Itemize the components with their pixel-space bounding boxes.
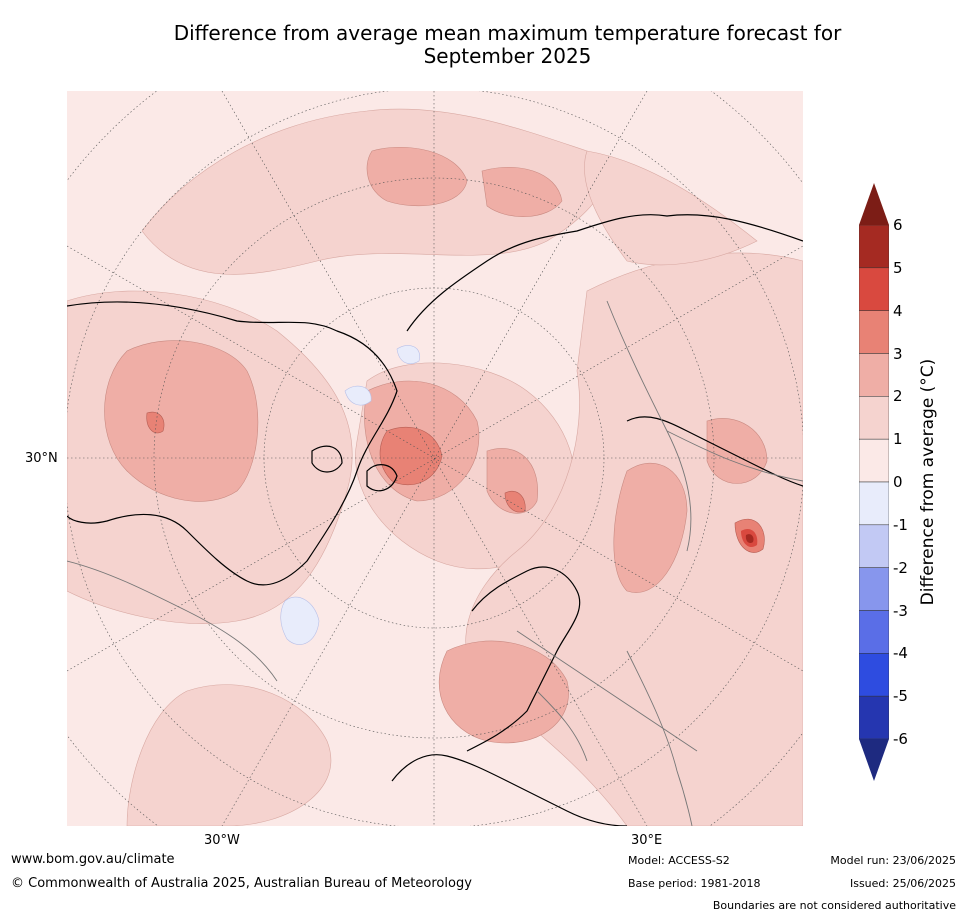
colorbar-band xyxy=(859,567,889,611)
colorbar-under-arrow xyxy=(859,739,889,781)
lat-label-30n: 30°N xyxy=(25,451,58,466)
country-boundaries xyxy=(67,300,803,826)
footer-base-period: Base period: 1981-2018 xyxy=(628,877,761,890)
anomaly-peak xyxy=(741,528,758,548)
anomaly-field-cool xyxy=(280,345,420,645)
colorbar-tick-label: -1 xyxy=(893,515,908,534)
colorbar-band xyxy=(859,438,889,483)
colorbar-tick-label: 5 xyxy=(893,258,903,277)
coastlines xyxy=(67,214,803,826)
footer-issued: Issued: 25/06/2025 xyxy=(849,877,956,890)
colorbar-tick-label: -6 xyxy=(893,730,908,748)
title-line-2: September 2025 xyxy=(423,44,592,68)
colorbar-over-arrow xyxy=(859,183,889,225)
footer-model-run: Model run: 23/06/2025 xyxy=(830,854,956,867)
graticule xyxy=(67,91,803,826)
forecast-map[interactable] xyxy=(67,91,803,826)
map-title: Difference from average mean maximum tem… xyxy=(60,22,955,68)
colorbar-tick-label: -2 xyxy=(893,558,908,577)
footer-model: Model: ACCESS-S2 xyxy=(628,854,730,867)
colorbar-band xyxy=(859,610,889,654)
colorbar-tick-label: 1 xyxy=(893,430,903,449)
colorbar-band xyxy=(859,224,889,269)
colorbar-band xyxy=(859,310,889,354)
colorbar-tick-label: 2 xyxy=(893,387,903,406)
colorbar-band xyxy=(859,481,889,526)
title-line-1: Difference from average mean maximum tem… xyxy=(173,21,842,45)
colorbar-title: Difference from average (°C) xyxy=(918,358,938,606)
colorbar-tick-label: -4 xyxy=(893,644,908,663)
colorbar-band xyxy=(859,353,889,397)
colorbar-tick-label: -5 xyxy=(893,687,908,706)
colorbar-tick-label: 0 xyxy=(893,473,903,491)
lon-label-30w: 30°W xyxy=(204,833,240,848)
colorbar-band xyxy=(859,695,889,740)
colorbar-band xyxy=(859,396,889,440)
colorbar-band xyxy=(859,267,889,311)
colorbar-tick-label: 3 xyxy=(893,344,903,363)
colorbar xyxy=(859,183,889,781)
footer-url[interactable]: www.bom.gov.au/climate xyxy=(11,852,175,867)
colorbar-tick-label: 6 xyxy=(893,216,903,234)
colorbar-tick-label: -3 xyxy=(893,601,908,620)
lon-label-30e: 30°E xyxy=(631,833,663,848)
footer-disclaimer: Boundaries are not considered authoritat… xyxy=(712,899,956,912)
colorbar-tick-label: 4 xyxy=(893,301,903,320)
colorbar-band xyxy=(859,653,889,697)
footer-copyright: © Commonwealth of Australia 2025, Austra… xyxy=(11,876,472,891)
colorbar-band xyxy=(859,524,889,568)
